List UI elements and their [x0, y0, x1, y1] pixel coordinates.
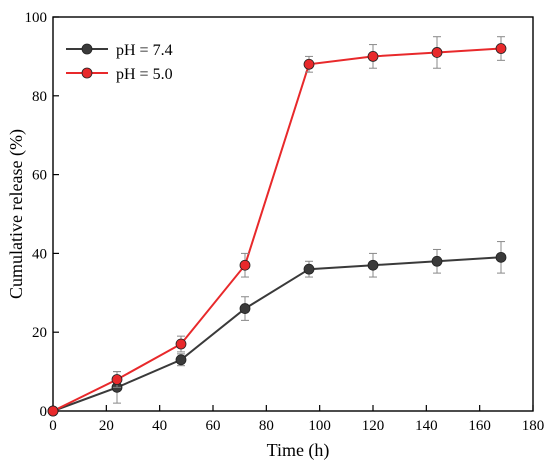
x-tick-label: 40: [152, 418, 167, 434]
legend-item: pH = 7.4: [66, 42, 173, 59]
y-tick-label: 20: [32, 325, 47, 341]
data-point: [239, 303, 251, 314]
x-tick-label: 140: [415, 418, 438, 434]
x-tick-label: 160: [468, 418, 491, 434]
plot-frame: [52, 16, 534, 412]
series-line: [52, 256, 502, 412]
data-point: [175, 338, 187, 350]
data-point: [367, 51, 379, 62]
data-point: [175, 354, 187, 366]
x-axis-label: Time (h): [267, 440, 330, 461]
series-2: [47, 36, 507, 417]
x-tick-label: 180: [522, 418, 545, 434]
data-point: [495, 43, 507, 54]
data-point: [111, 374, 123, 385]
data-point: [495, 251, 507, 263]
data-point: [47, 405, 59, 417]
y-tick-label: 0: [40, 404, 48, 420]
legend-label: pH = 7.4: [116, 42, 173, 59]
x-tick-label: 120: [362, 418, 385, 434]
data-point: [367, 259, 379, 271]
y-tick-label: 80: [32, 89, 47, 105]
x-tick-label: 80: [259, 418, 274, 434]
y-tick-label: 60: [32, 168, 47, 184]
x-tick-label: 100: [308, 418, 331, 434]
data-point: [303, 263, 315, 275]
legend-marker: [81, 67, 93, 79]
data-point: [303, 58, 315, 70]
y-axis-label: Cumulative release (%): [6, 129, 27, 299]
data-point: [431, 255, 443, 267]
x-tick-label: 0: [49, 418, 57, 434]
legend-item: pH = 5.0: [66, 66, 173, 83]
y-tick-label: 100: [25, 10, 48, 26]
x-tick-label: 60: [206, 418, 221, 434]
data-point: [431, 47, 443, 58]
x-tick-label: 20: [99, 418, 114, 434]
legend-label: pH = 5.0: [116, 66, 173, 83]
series-1: [47, 241, 507, 417]
y-tick-label: 40: [32, 246, 47, 262]
legend-marker: [81, 43, 93, 55]
data-point: [239, 259, 251, 271]
series-line: [52, 47, 502, 412]
